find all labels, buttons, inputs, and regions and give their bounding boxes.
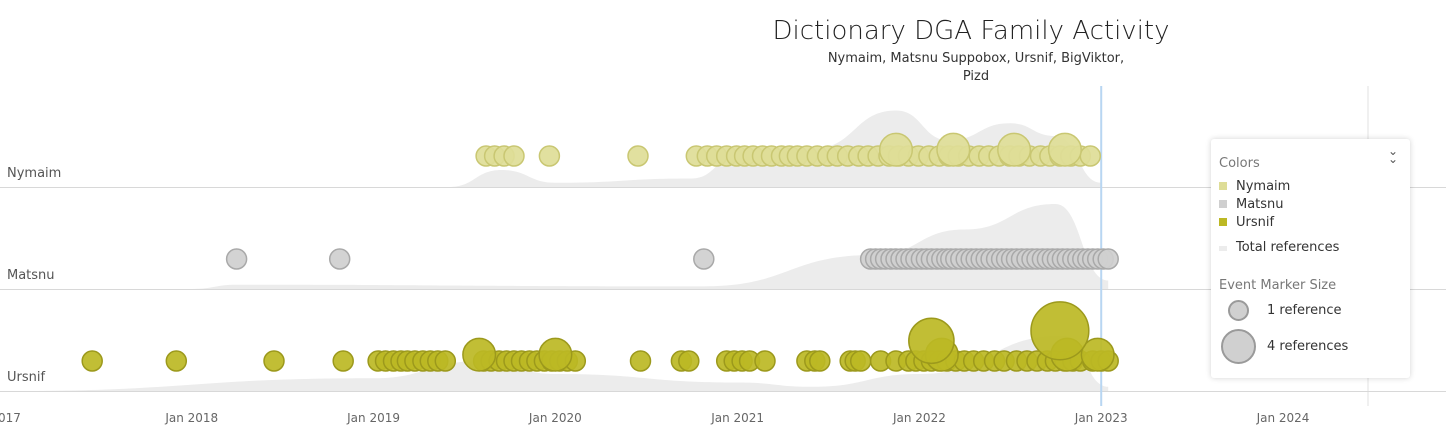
event-marker-ursnif[interactable] xyxy=(1030,301,1090,361)
event-marker-nymaim[interactable] xyxy=(1079,145,1102,167)
event-marker-nymaim[interactable] xyxy=(878,132,914,167)
legend-swatch-total xyxy=(1219,246,1227,251)
legend-size-label-1: 1 reference xyxy=(1267,303,1342,318)
event-marker-ursnif[interactable] xyxy=(1080,337,1115,372)
event-marker-nymaim[interactable] xyxy=(936,132,971,167)
total-references-area-matsnu xyxy=(191,204,1109,289)
event-marker-ursnif[interactable] xyxy=(165,350,188,372)
event-marker-nymaim[interactable] xyxy=(538,145,561,167)
legend-size-item-1: 1 reference xyxy=(1221,300,1341,321)
legend-label-total: Total references xyxy=(1236,239,1340,255)
legend-label-ursnif: Ursnif xyxy=(1236,214,1275,230)
x-tick-label: Jan 2021 xyxy=(710,411,764,425)
size-circle-small xyxy=(1228,300,1249,321)
legend-collapse-chevron-icon[interactable]: ⌄ ⌄ xyxy=(1387,144,1399,166)
legend-size-item-4: 4 references xyxy=(1221,329,1348,364)
x-tick-label: Jan 2019 xyxy=(346,411,400,425)
event-marker-ursnif[interactable] xyxy=(81,350,103,372)
event-markers xyxy=(81,132,1119,372)
legend-label-nymaim: Nymaim xyxy=(1236,178,1291,194)
event-marker-nymaim[interactable] xyxy=(627,145,649,167)
event-marker-ursnif[interactable] xyxy=(809,350,831,372)
legend-size-label-4: 4 references xyxy=(1267,339,1349,354)
legend-swatch-ursnif xyxy=(1219,218,1227,226)
legend-colors-heading: Colors xyxy=(1219,156,1260,171)
x-tick-label: Jan 2024 xyxy=(1256,411,1310,425)
row-labels: Nymaim Matsnu Ursnif xyxy=(7,166,61,385)
legend: ⌄ ⌄ Colors Nymaim Matsnu Ursnif Total ref… xyxy=(1211,139,1410,378)
legend-swatch-matsnu xyxy=(1219,200,1227,208)
x-tick-label: Jan 2023 xyxy=(1074,411,1128,425)
event-marker-ursnif[interactable] xyxy=(462,337,497,372)
chart-subtitle-line-1: Nymaim, Matsnu Suppobox, Ursnif, BigVikt… xyxy=(828,51,1124,66)
event-marker-ursnif[interactable] xyxy=(434,350,457,372)
legend-item-matsnu[interactable]: Matsnu xyxy=(1219,196,1284,212)
row-label-ursnif: Ursnif xyxy=(7,370,45,385)
event-marker-ursnif[interactable] xyxy=(263,350,285,372)
event-marker-ursnif[interactable] xyxy=(754,350,776,372)
event-marker-matsnu[interactable] xyxy=(328,248,351,270)
x-axis: 017 Jan 2018 Jan 2019 Jan 2020 Jan 2021 Jan 2… xyxy=(0,411,1309,425)
event-marker-matsnu[interactable] xyxy=(693,248,715,270)
event-marker-nymaim[interactable] xyxy=(503,145,525,167)
legend-item-ursnif[interactable]: Ursnif xyxy=(1219,214,1274,230)
x-tick-label: Jan 2020 xyxy=(528,411,582,425)
x-tick-label: 017 xyxy=(0,411,21,425)
event-marker-ursnif[interactable] xyxy=(538,337,573,372)
event-marker-matsnu[interactable] xyxy=(1097,248,1119,270)
size-circle-large xyxy=(1221,329,1256,364)
event-marker-ursnif[interactable] xyxy=(908,317,955,365)
legend-swatch-nymaim xyxy=(1219,182,1227,190)
row-label-matsnu: Matsnu xyxy=(7,268,55,283)
chart-title: Dictionary DGA Family Activity xyxy=(773,16,1170,46)
event-marker-ursnif[interactable] xyxy=(332,350,354,372)
legend-item-total-references[interactable]: Total references xyxy=(1219,239,1339,255)
x-tick-label: Jan 2022 xyxy=(892,411,946,425)
total-references-area-ursnif xyxy=(10,335,1109,391)
legend-size-heading: Event Marker Size xyxy=(1219,278,1337,293)
event-marker-matsnu[interactable] xyxy=(225,248,248,270)
x-tick-label: Jan 2018 xyxy=(164,411,218,425)
event-marker-nymaim[interactable] xyxy=(997,132,1032,167)
event-marker-nymaim[interactable] xyxy=(1047,132,1082,167)
legend-label-matsnu: Matsnu xyxy=(1236,196,1284,212)
chart-subtitle-line-2: Pizd xyxy=(963,69,989,84)
event-marker-ursnif[interactable] xyxy=(678,350,700,372)
event-marker-ursnif[interactable] xyxy=(629,350,652,372)
total-references-area-nymaim xyxy=(448,110,1102,187)
legend-item-nymaim[interactable]: Nymaim xyxy=(1219,178,1290,194)
row-label-nymaim: Nymaim xyxy=(7,166,61,181)
event-marker-ursnif[interactable] xyxy=(849,350,872,372)
